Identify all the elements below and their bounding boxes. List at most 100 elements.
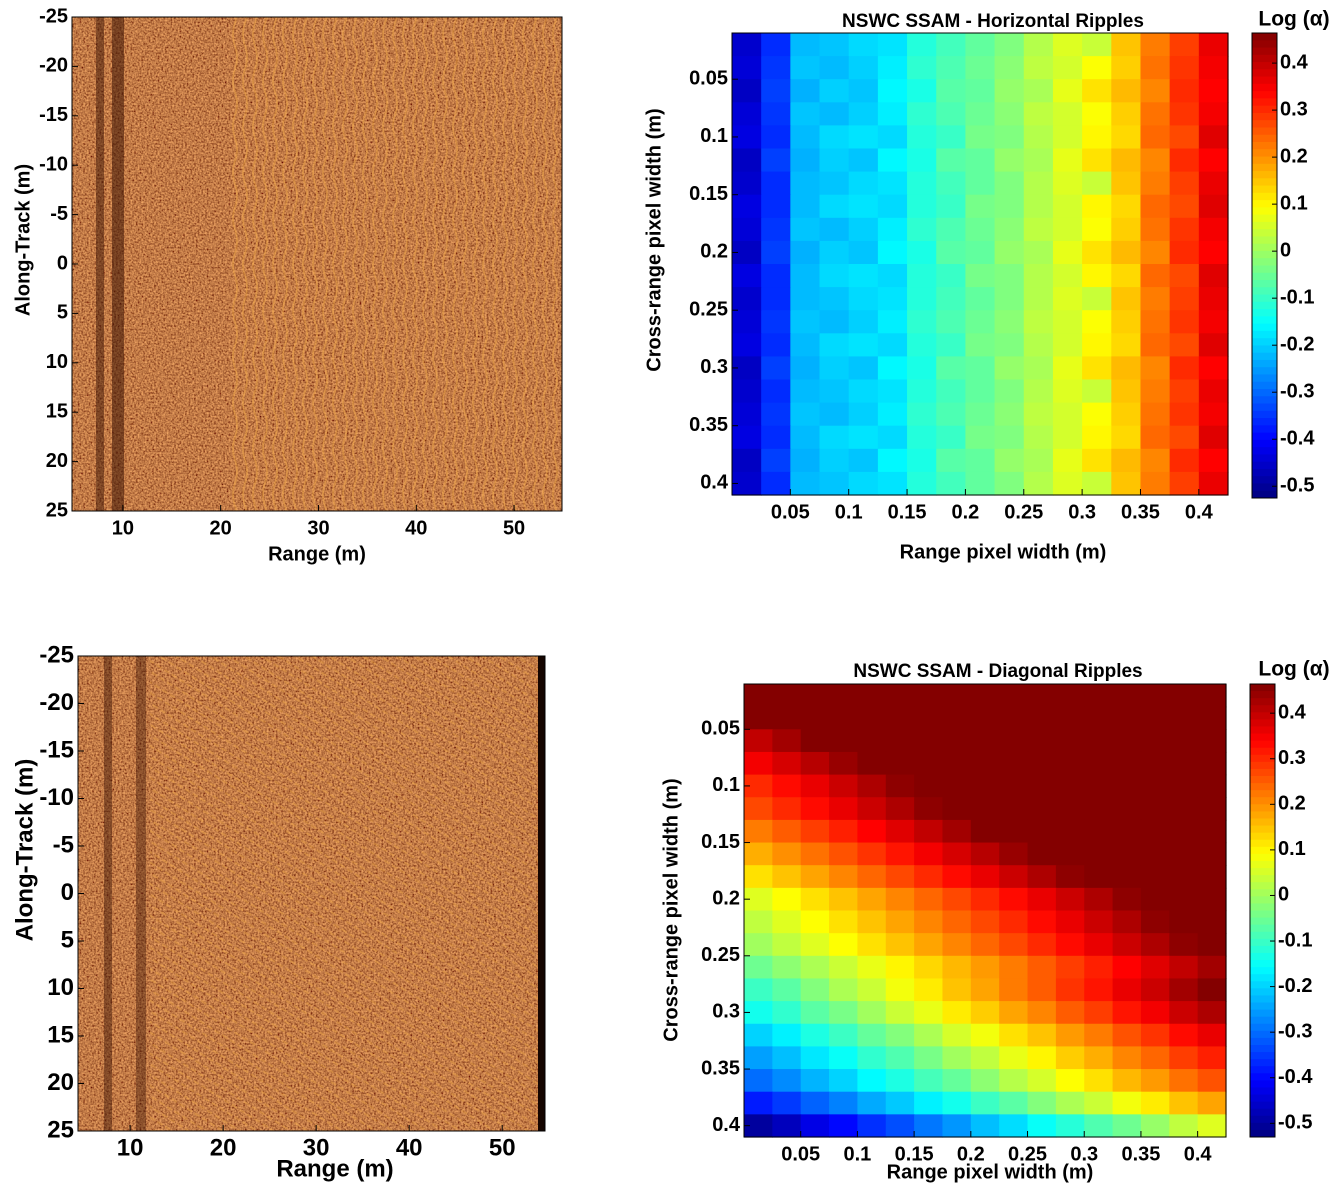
- heatmap-cell: [857, 1046, 887, 1070]
- heatmap-cell: [1084, 819, 1114, 844]
- heatmap-cell: [877, 33, 908, 57]
- heatmap-cell: [999, 729, 1029, 753]
- heatmap-cell: [914, 706, 944, 730]
- heatmap-cell: [761, 425, 791, 450]
- colorbar-segment: [1250, 1101, 1275, 1110]
- heatmap-panel: -0.5 -0.4 -0.3 -0.2 -0.1 0 0.1 0.2 0.3 0.4 Log (α)…: [643, 8, 1329, 564]
- heatmap-cell: [999, 684, 1029, 708]
- heatmap-cell: [1111, 448, 1142, 473]
- heatmap-cell: [1197, 865, 1227, 889]
- heatmap-cell: [1027, 684, 1057, 708]
- heatmap-cell: [1023, 448, 1054, 473]
- heatmap-cell: [848, 333, 879, 357]
- heatmap-cell: [800, 933, 830, 957]
- heatmap-cell: [942, 729, 972, 753]
- heatmap-cell: [857, 1023, 887, 1047]
- heatmap-cell: [970, 706, 1000, 730]
- heatmap-cell: [999, 774, 1029, 798]
- heatmap-cell: [907, 471, 937, 496]
- heatmap-cell: [1112, 819, 1142, 844]
- heatmap-cell: [1140, 933, 1170, 957]
- heatmap-cell: [936, 171, 967, 196]
- heatmap-cell: [790, 148, 821, 173]
- heatmap-cell: [907, 148, 937, 173]
- heatmap-cell: [819, 333, 850, 357]
- heatmap-cell: [800, 842, 830, 866]
- heatmap-cell: [877, 471, 908, 496]
- colorbar-segment: [1252, 243, 1277, 252]
- heatmap-cell: [1112, 751, 1142, 776]
- heatmap-cell: [790, 310, 821, 334]
- heatmap-cell: [761, 379, 791, 404]
- heatmap-cell: [1169, 102, 1200, 126]
- heatmap-cell: [885, 978, 915, 1002]
- heatmap-cell: [744, 819, 773, 844]
- colorbar-segment: [1252, 352, 1277, 361]
- heatmap-cell: [994, 240, 1025, 265]
- heatmap-cell: [970, 684, 1000, 708]
- colorbar-segment: [1252, 483, 1277, 492]
- y-tick-label: -10: [39, 784, 74, 811]
- x-tick-label: 50: [489, 1134, 516, 1161]
- heatmap-cell: [829, 684, 859, 708]
- x-tick-label: 0.1: [835, 501, 863, 523]
- heatmap-cell: [936, 148, 967, 173]
- heatmap-cell: [885, 1001, 915, 1025]
- colorbar-segment: [1250, 747, 1275, 756]
- heatmap-cell: [1082, 79, 1112, 103]
- heatmap-cell: [965, 148, 996, 173]
- colorbar-label: Log (α): [1258, 8, 1329, 31]
- heatmap-cell: [1140, 1046, 1170, 1070]
- heatmap-cell: [942, 751, 972, 776]
- colorbar-segment: [1252, 91, 1277, 99]
- heatmap-cell: [1169, 402, 1200, 427]
- colorbar-segment: [1252, 338, 1277, 346]
- heatmap-cell: [1198, 402, 1229, 427]
- colorbar-tick-label: -0.2: [1278, 975, 1312, 997]
- colorbar-tick-label: -0.2: [1280, 333, 1314, 355]
- heatmap-cell: [1055, 910, 1085, 934]
- colorbar-segment: [1252, 389, 1277, 397]
- colorbar-tick-label: -0.5: [1280, 475, 1314, 497]
- colorbar-frame: [1251, 32, 1278, 499]
- colorbar-segment: [1250, 1122, 1275, 1131]
- heatmap-cell: [1023, 333, 1054, 357]
- heatmap-cell: [848, 102, 879, 126]
- heatmap-cell: [744, 955, 773, 980]
- heatmap-cell: [965, 287, 996, 311]
- heatmap-cell: [1023, 148, 1054, 173]
- y-tick-label: 0: [61, 879, 74, 906]
- colorbar-segment: [1250, 945, 1275, 954]
- heatmap-cell: [790, 379, 821, 404]
- heatmap-cell: [857, 1114, 887, 1138]
- heatmap-cell: [1169, 333, 1200, 357]
- heatmap-cell: [1023, 287, 1054, 311]
- heatmap-cell: [819, 33, 850, 57]
- heatmap-cell: [877, 356, 908, 381]
- heatmap-cell: [829, 1001, 859, 1025]
- heatmap-cell: [914, 955, 944, 980]
- heatmap-cell: [772, 910, 802, 934]
- heatmap-cell: [1169, 910, 1199, 934]
- heatmap-cell: [1197, 978, 1227, 1002]
- heatmap-cell: [1027, 751, 1057, 776]
- heatmap-cell: [732, 310, 762, 334]
- heatmap-cell: [907, 240, 937, 265]
- y-tick-label: 0.4: [712, 1114, 741, 1136]
- heatmap-cell: [761, 471, 791, 496]
- heatmap-cell: [790, 425, 821, 450]
- colorbar-segment: [1252, 476, 1277, 484]
- heatmap-cell: [829, 1023, 859, 1047]
- heatmap-cell: [1169, 978, 1199, 1002]
- sonar-image-top: [72, 17, 562, 511]
- colorbar-segment: [1252, 178, 1277, 187]
- x-tick-label: 0.15: [895, 1143, 934, 1165]
- heatmap-cell: [907, 56, 937, 80]
- image-panel: 10 20 30 40 50 -25 -20 -15 -10 -5 0 5 10 15 20 25 Range …: [12, 5, 563, 565]
- heatmap-cell: [965, 194, 996, 219]
- heatmap-cell: [1197, 1091, 1227, 1115]
- heatmap-cell: [1055, 842, 1085, 866]
- heatmap-cell: [1082, 240, 1112, 265]
- heatmap-cell: [1084, 887, 1114, 912]
- y-tick-label: 20: [47, 1069, 74, 1096]
